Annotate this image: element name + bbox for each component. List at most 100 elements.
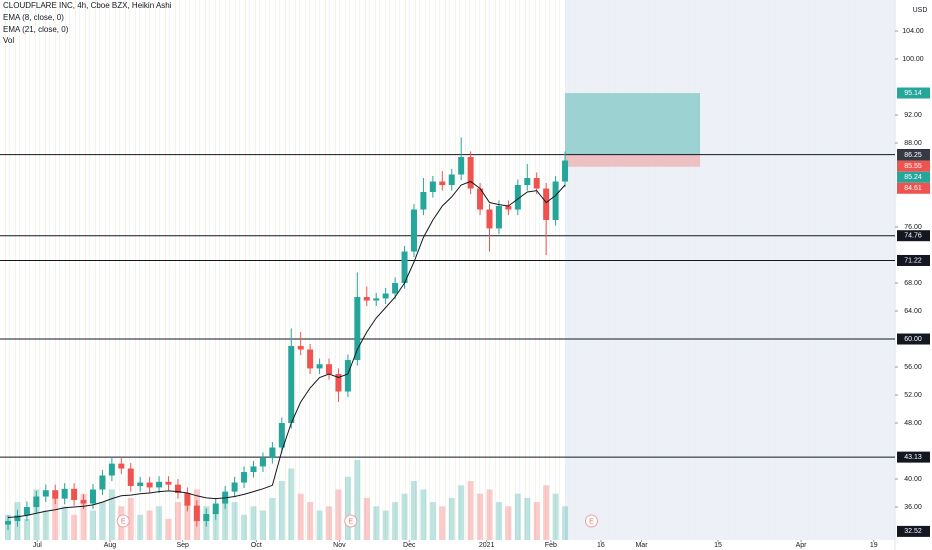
volume-bar [52, 497, 59, 540]
volume-bar [514, 493, 521, 540]
x-tick-label: 2021 [479, 542, 495, 549]
price-label-bg [897, 182, 930, 194]
candle-body [165, 481, 172, 485]
candle-body [61, 488, 68, 499]
candle-body [99, 475, 106, 490]
volume-bar [23, 518, 30, 540]
candle-body [288, 346, 295, 424]
y-tick-label: 52.00 [904, 392, 922, 399]
earnings-label: E [589, 518, 594, 525]
indicator-label: Vol [3, 36, 14, 45]
y-tick-label: 48.00 [904, 420, 922, 427]
volume-bar [108, 489, 115, 540]
candle-body [307, 349, 314, 369]
candle-body [212, 503, 219, 515]
chart-title: CLOUDFLARE INC, 4h, Cboe BZX, Heikin Ash… [3, 1, 172, 10]
y-tick-label: 76.00 [904, 224, 922, 231]
candle-body [524, 178, 531, 186]
volume-bar [184, 493, 191, 540]
candle-body [127, 468, 134, 487]
earnings-marker [344, 514, 358, 528]
earnings-marker [584, 514, 598, 528]
candle-body [495, 206, 502, 229]
candle-body [429, 181, 436, 193]
candle-body [344, 360, 351, 392]
volume-bar [80, 493, 87, 540]
candle-body [23, 507, 30, 516]
price-label: 86.25 [904, 152, 922, 159]
candle-body [203, 514, 210, 522]
volume-bar [33, 489, 40, 540]
candle-body [335, 374, 342, 392]
volume-bar [495, 502, 502, 540]
candle-body [401, 251, 408, 284]
x-tick-label: 16 [597, 542, 605, 549]
volume-bar [326, 506, 333, 540]
price-label-bg [897, 149, 930, 161]
x-tick-label: 15 [714, 542, 722, 549]
candle-body [231, 482, 238, 492]
hline-label-bg [897, 451, 930, 463]
volume-bar [524, 497, 531, 540]
volume-bar [127, 497, 134, 540]
volume-bar [259, 510, 266, 540]
volume-bar [505, 506, 512, 540]
candle-body [33, 496, 40, 508]
candle-body [14, 515, 21, 522]
volume-bar [477, 493, 484, 540]
y-tick-label: 88.00 [904, 140, 922, 147]
volume-bar [288, 468, 295, 540]
volume-bar [71, 514, 78, 540]
candle-body [562, 160, 569, 182]
candle-body [533, 178, 540, 189]
volume-bar [278, 481, 285, 540]
candle-body [52, 490, 59, 499]
volume-bar [562, 506, 569, 540]
currency: USD [913, 7, 928, 14]
hline-label-bg [897, 333, 930, 345]
candle-body [373, 298, 380, 301]
volume-bar [89, 510, 96, 540]
hline-label: 60.00 [904, 336, 922, 343]
volume-bar [429, 502, 436, 540]
hline-label: 43.13 [904, 454, 922, 461]
volume-bar [146, 510, 153, 540]
price-label-bg [897, 525, 930, 537]
earnings-label: E [121, 518, 126, 525]
price-label: 84.61 [904, 185, 922, 192]
earnings-label: E [348, 518, 353, 525]
candle-body [326, 364, 333, 375]
volume-bar [401, 493, 408, 540]
x-tick-label: Nov [333, 542, 346, 549]
price-label-bg [897, 171, 930, 183]
indicator-label: EMA (8, close, 0) [3, 13, 64, 22]
volume-bar [533, 502, 540, 540]
candle-body [42, 490, 49, 497]
volume-bar [42, 510, 49, 540]
hline-label-bg [897, 254, 930, 266]
y-tick-label: 40.00 [904, 476, 922, 483]
volume-bar [269, 497, 276, 540]
volume-bar [297, 493, 304, 540]
candle-body [156, 481, 163, 488]
hline-label-bg [897, 230, 930, 242]
price-label: 85.55 [904, 163, 922, 170]
future-area [565, 0, 895, 540]
volume-bar [165, 518, 172, 540]
volume-bar [552, 493, 559, 540]
volume-bar [99, 502, 106, 540]
x-tick-label: Aug [104, 542, 117, 549]
volume-bar [392, 502, 399, 540]
x-tick-label: Feb [545, 542, 557, 549]
candle-body [392, 283, 399, 294]
volume-bar [363, 497, 370, 540]
volume-bar [543, 485, 550, 540]
y-tick-label: 64.00 [904, 308, 922, 315]
x-tick-label: Apr [796, 542, 808, 549]
volume-bar [354, 460, 361, 540]
candle-body [174, 484, 181, 494]
volume-bar [241, 514, 248, 540]
volume-bar [212, 510, 219, 540]
